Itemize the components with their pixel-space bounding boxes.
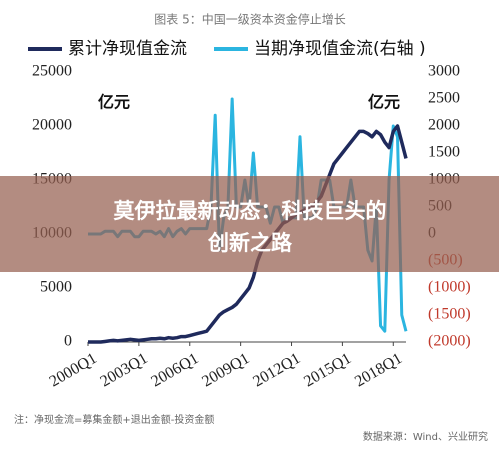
x-tick-label: 2015Q1	[301, 350, 354, 391]
y-tick-label: 20000	[32, 117, 72, 134]
y2-tick-label: (2000)	[428, 333, 471, 350]
legend-label: 当期净现值金流(右轴 )	[254, 39, 426, 59]
y-tick-label: 25000	[32, 63, 72, 80]
y2-tick-label: 1500	[428, 144, 460, 161]
x-tick-label: 2003Q1	[98, 350, 151, 391]
x-tick-label: 2000Q1	[47, 350, 100, 391]
legend-label: 累计净现值金流	[68, 39, 187, 59]
x-tick-label: 2012Q1	[250, 350, 303, 391]
y2-tick-label: (1000)	[428, 279, 471, 296]
overlay-band	[0, 176, 499, 272]
y-tick-label: 5000	[40, 279, 72, 296]
y-unit: 亿元	[98, 93, 130, 112]
y-tick-label: 0	[64, 333, 72, 350]
y2-tick-label: 2500	[428, 90, 460, 107]
chart-title: 图表 5：中国一级资本资金停止增长	[154, 12, 345, 27]
x-tick-label: 2018Q1	[352, 350, 405, 391]
note: 注：净现金流=募集金额+退出金额-投资金额	[14, 413, 214, 426]
y2-unit: 亿元	[368, 93, 400, 112]
y2-tick-label: 2000	[428, 117, 460, 134]
y2-tick-label: (1500)	[428, 306, 471, 323]
x-tick-label: 2006Q1	[148, 350, 201, 391]
overlay-text: 创新之路	[207, 231, 293, 255]
x-tick-label: 2009Q1	[199, 350, 252, 391]
source: 数据来源：Wind、兴业研究	[363, 430, 488, 443]
series-line	[88, 124, 408, 344]
overlay-text: 莫伊拉最新动态：科技巨头的	[113, 199, 387, 223]
y2-tick-label: 3000	[428, 63, 460, 80]
